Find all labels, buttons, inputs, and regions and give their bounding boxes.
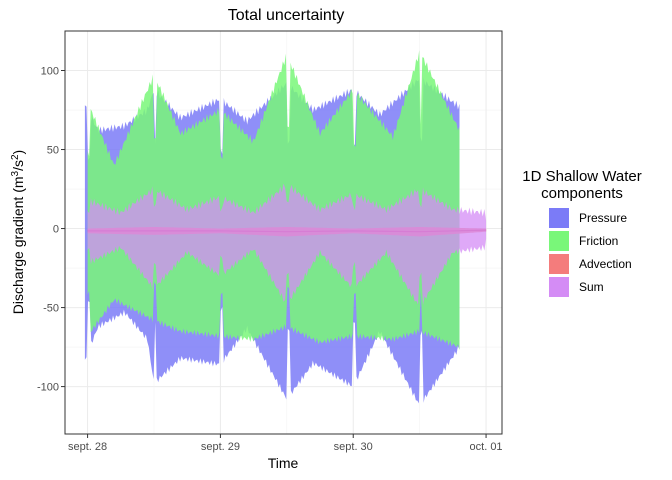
legend-label-pressure: Pressure (579, 211, 627, 225)
plot-border (64, 30, 503, 435)
legend-swatch-pressure (549, 208, 569, 228)
legend-label-advection: Advection (579, 257, 632, 271)
x-tick-label: sept. 30 (334, 441, 373, 453)
y-axis: 100 50 0 -50 -100 (37, 66, 65, 394)
y-axis-title: Discharge gradient (m3/s2) (10, 150, 27, 314)
y-tick-label: -50 (43, 303, 59, 315)
legend-swatch-advection (549, 254, 569, 274)
legend-swatch-sum (549, 277, 569, 297)
legend-title-line-1: 1D Shallow Water (522, 168, 642, 185)
x-axis: sept. 28 sept. 29 sept. 30 oct. 01 (68, 434, 503, 453)
y-tick-label: -100 (37, 382, 59, 394)
x-axis-title: Time (268, 455, 299, 471)
chart-title: Total uncertainty (228, 7, 345, 24)
legend: 1D Shallow Water components Pressure Fric… (522, 168, 642, 297)
legend-label-friction: Friction (579, 234, 618, 248)
y-tick-label: 50 (47, 145, 59, 157)
legend-swatch-friction (549, 231, 569, 251)
legend-title-line-2: components (541, 185, 623, 202)
legend-label-sum: Sum (579, 280, 604, 294)
x-tick-label: sept. 29 (201, 441, 240, 453)
y-tick-label: 0 (53, 224, 59, 236)
x-tick-label: sept. 28 (68, 441, 107, 453)
x-tick-label: oct. 01 (470, 441, 503, 453)
series-sum-band (87, 183, 487, 306)
series-layer (84, 50, 487, 404)
y-tick-label: 100 (41, 66, 59, 78)
